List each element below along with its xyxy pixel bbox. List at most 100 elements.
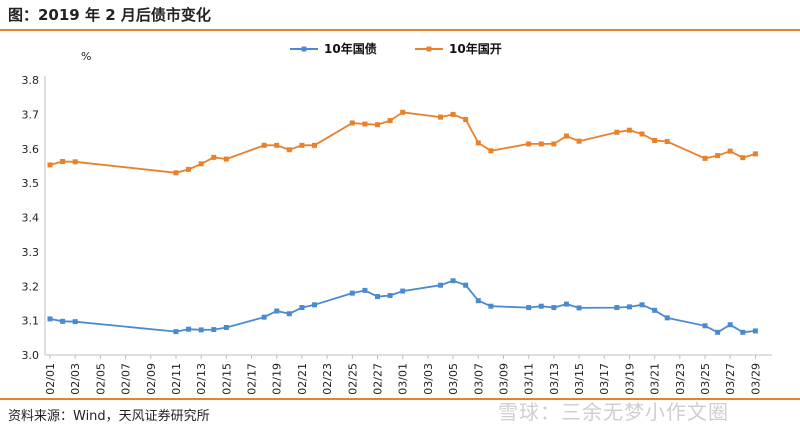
x-tick-label: 03/05 xyxy=(447,363,460,395)
y-tick-label: 3.1 xyxy=(22,315,40,328)
data-point xyxy=(387,118,393,124)
data-point xyxy=(740,155,746,161)
data-point xyxy=(362,287,368,293)
data-point xyxy=(639,302,645,308)
data-point xyxy=(463,117,469,123)
data-point xyxy=(223,325,229,330)
data-point xyxy=(538,141,544,147)
data-point xyxy=(727,322,733,328)
data-point xyxy=(261,142,267,148)
chart-title: 图：2019 年 2 月后债市变化 xyxy=(8,6,211,24)
data-point xyxy=(47,316,53,322)
data-point xyxy=(475,298,481,304)
data-point xyxy=(526,141,532,147)
data-point xyxy=(551,305,557,311)
data-point xyxy=(173,170,179,176)
data-point xyxy=(261,314,267,320)
series-line xyxy=(49,279,756,334)
data-point xyxy=(626,127,632,133)
x-tick-label: 03/07 xyxy=(472,363,485,395)
x-tick-label: 03/09 xyxy=(497,363,510,395)
data-point xyxy=(450,278,456,284)
x-tick-label: 02/07 xyxy=(120,363,133,395)
data-point xyxy=(211,327,217,333)
x-tick-label: 02/13 xyxy=(195,363,208,395)
data-point xyxy=(72,319,78,325)
data-point xyxy=(362,121,368,127)
x-tick-label: 02/09 xyxy=(145,363,158,395)
legend: 10年国债 10年国开 xyxy=(290,41,502,56)
data-point xyxy=(752,328,758,334)
x-tick-label: 02/15 xyxy=(220,363,233,395)
x-tick-label: 02/17 xyxy=(246,363,259,395)
x-tick-label: 03/27 xyxy=(724,363,737,395)
x-tick-label: 02/01 xyxy=(44,363,57,395)
data-point xyxy=(274,308,280,314)
series-layer xyxy=(47,109,758,335)
data-point xyxy=(551,141,557,147)
data-point xyxy=(223,156,229,162)
data-point xyxy=(652,138,658,143)
data-point xyxy=(563,133,569,139)
y-tick-label: 3.2 xyxy=(22,280,40,293)
x-tick-label: 02/25 xyxy=(346,363,359,395)
data-point xyxy=(387,293,393,299)
data-point xyxy=(576,138,582,144)
data-point xyxy=(198,327,204,333)
y-tick-label: 3.7 xyxy=(22,108,40,121)
x-tick-label: 03/13 xyxy=(548,363,561,395)
x-tick-label: 03/21 xyxy=(649,363,662,395)
data-point xyxy=(702,323,708,329)
x-tick-label: 03/17 xyxy=(598,363,611,395)
data-point xyxy=(526,305,532,311)
data-point xyxy=(450,111,456,117)
x-tick-label: 03/11 xyxy=(523,363,536,395)
x-tick-label: 02/03 xyxy=(69,363,82,395)
data-point xyxy=(72,159,78,165)
data-point xyxy=(186,326,192,332)
data-point xyxy=(286,147,292,153)
x-tick-label: 03/15 xyxy=(573,363,586,395)
x-axis: 02/01 02/03 02/05 02/07 02/09 02/11 02/13 02/15… xyxy=(44,354,772,395)
legend-label: 10年国开 xyxy=(449,41,502,56)
legend-swatch-marker xyxy=(301,46,307,52)
y-tick-label: 3.8 xyxy=(22,74,40,87)
data-point xyxy=(198,161,204,167)
data-point xyxy=(400,288,406,294)
data-point xyxy=(488,303,494,309)
data-point xyxy=(727,148,733,154)
data-point xyxy=(349,290,355,296)
data-point xyxy=(312,142,318,148)
data-point xyxy=(375,122,381,128)
x-tick-label: 02/23 xyxy=(321,363,334,395)
data-point xyxy=(626,304,632,310)
x-tick-label: 02/19 xyxy=(271,363,284,395)
legend-label: 10年国债 xyxy=(324,41,377,56)
x-tick-label: 03/19 xyxy=(623,363,636,395)
data-point xyxy=(437,282,443,288)
data-point xyxy=(576,305,582,311)
legend-swatch-marker xyxy=(426,46,432,52)
data-point xyxy=(47,162,53,168)
watermark: 雪球：三余无梦小作文圈 xyxy=(498,400,729,424)
data-point xyxy=(664,315,670,321)
data-point xyxy=(286,311,292,317)
y-tick-label: 3.5 xyxy=(22,177,40,190)
data-point xyxy=(60,158,66,164)
data-point xyxy=(715,329,721,335)
x-tick-label: 03/23 xyxy=(674,363,687,395)
data-point xyxy=(614,305,620,311)
x-tick-label: 03/29 xyxy=(749,363,762,395)
data-point xyxy=(664,139,670,145)
data-point xyxy=(437,114,443,120)
data-point xyxy=(299,142,305,148)
header-divider xyxy=(0,29,800,31)
data-point xyxy=(400,109,406,115)
y-tick-label: 3.3 xyxy=(22,246,40,259)
x-tick-label: 02/11 xyxy=(170,363,183,395)
data-point xyxy=(312,302,318,308)
data-point xyxy=(652,307,658,313)
data-point xyxy=(488,148,494,154)
data-point xyxy=(211,154,217,160)
